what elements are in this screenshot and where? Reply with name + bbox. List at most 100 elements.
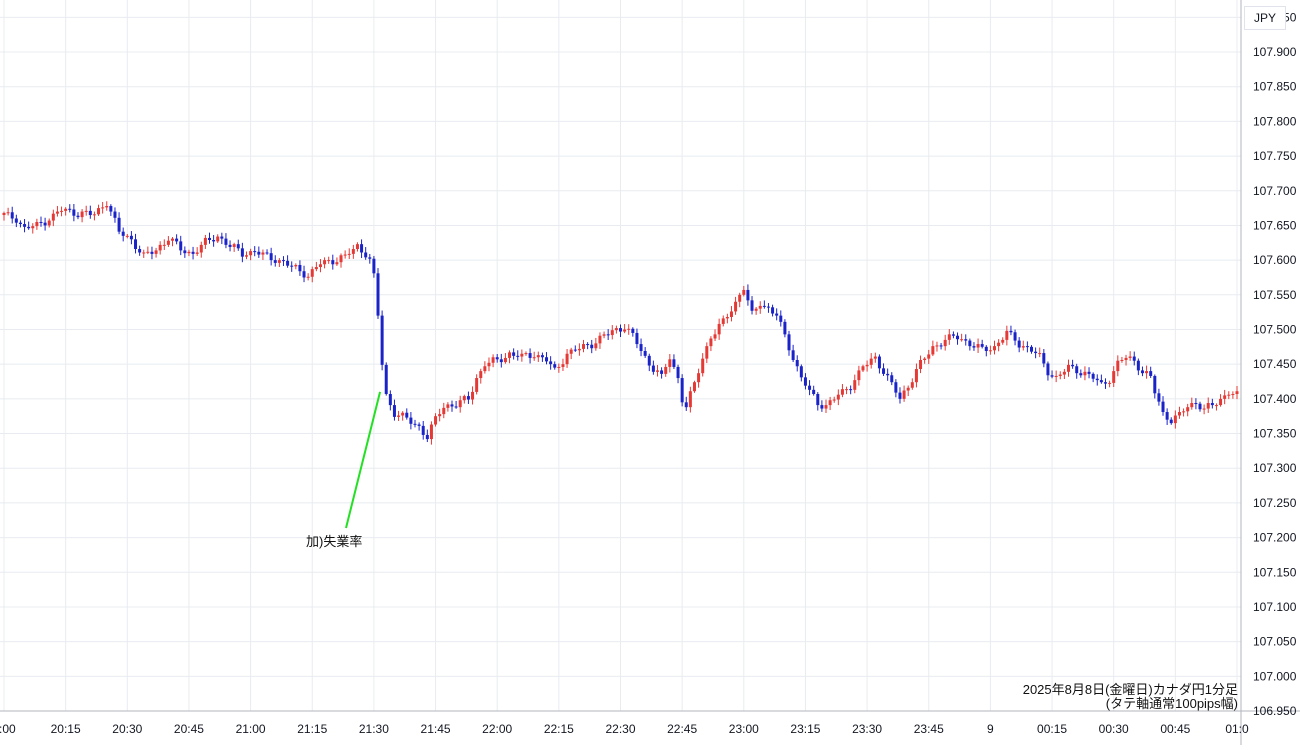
candle-body <box>314 267 318 270</box>
candle-body <box>553 364 557 368</box>
candle-body <box>421 425 425 435</box>
candle-body <box>725 317 729 319</box>
candle-body <box>195 252 199 254</box>
candle-body <box>269 253 273 261</box>
candle-body <box>1157 393 1161 402</box>
candle-body <box>335 262 339 265</box>
x-axis-tick-labels: 0:00 20:15 20:30 20:45 21:00 21:15 21:30 21:45 2… <box>0 722 1249 736</box>
candle-body <box>840 389 844 395</box>
x-tick-label: 22:00 <box>482 722 512 736</box>
candle-body <box>869 358 873 365</box>
candle-body <box>249 251 253 256</box>
candle-body <box>1042 353 1046 364</box>
y-tick-label: 107.000 <box>1253 669 1297 683</box>
candle-body <box>1190 403 1194 408</box>
candle-body <box>64 208 68 211</box>
y-tick-label: 107.450 <box>1253 357 1297 371</box>
candle-body <box>92 214 96 216</box>
candle-body <box>121 231 125 236</box>
candle-body <box>331 260 335 265</box>
candle-body <box>717 323 721 335</box>
candle-body <box>1140 370 1144 374</box>
candlestick-series <box>2 201 1239 445</box>
y-tick-label: 107.800 <box>1253 114 1297 128</box>
candle-body <box>273 260 277 263</box>
candle-body <box>240 248 244 257</box>
candle-body <box>775 313 779 316</box>
candle-body <box>651 365 655 372</box>
candle-body <box>701 358 705 374</box>
candle-body <box>988 350 992 352</box>
candle-body <box>742 289 746 295</box>
candle-body <box>466 396 470 400</box>
candle-body <box>1169 419 1173 424</box>
candle-body <box>1182 411 1186 413</box>
candle-body <box>964 339 968 341</box>
candle-body <box>429 424 433 440</box>
candle-body <box>236 244 240 249</box>
candle-body <box>462 396 466 401</box>
candle-body <box>60 210 64 212</box>
candle-body <box>602 334 606 336</box>
x-tick-label: 22:15 <box>544 722 574 736</box>
candle-body <box>290 265 294 267</box>
candle-body <box>203 237 207 245</box>
candle-body <box>43 222 47 226</box>
candle-body <box>216 236 220 242</box>
candle-body <box>1177 412 1181 416</box>
x-tick-label: 22:45 <box>667 722 697 736</box>
currency-label[interactable]: JPY <box>1244 6 1286 30</box>
candle-body <box>960 339 964 341</box>
candle-body <box>450 404 454 407</box>
candle-body <box>1235 391 1239 394</box>
x-tick-label: 21:45 <box>421 722 451 736</box>
candle-body <box>142 252 146 254</box>
candle-body <box>1099 380 1103 383</box>
candle-body <box>1017 340 1021 348</box>
candle-body <box>179 241 183 251</box>
candle-body <box>577 348 581 351</box>
candle-body <box>392 405 396 417</box>
candle-body <box>1066 364 1070 372</box>
chart-caption-title: 2025年8月8日(金曜日)カナダ円1分足 <box>1022 682 1238 697</box>
candle-body <box>910 382 914 388</box>
candle-body <box>655 370 659 372</box>
candle-body <box>376 273 380 316</box>
candle-body <box>442 407 446 415</box>
x-tick-label: 20:30 <box>112 722 142 736</box>
candle-body <box>281 260 285 262</box>
y-tick-label: 106.950 <box>1253 704 1297 718</box>
candle-body <box>2 212 6 216</box>
x-tick-label: 21:00 <box>236 722 266 736</box>
x-tick-label: 00:30 <box>1099 722 1129 736</box>
candle-body <box>261 252 265 255</box>
candle-body <box>212 240 216 242</box>
candle-body <box>162 244 166 246</box>
candle-body <box>1001 339 1005 343</box>
candle-body <box>138 249 142 253</box>
candle-body <box>545 357 549 362</box>
candle-body <box>606 334 610 336</box>
candle-body <box>76 215 80 218</box>
candle-body <box>820 405 824 409</box>
candle-body <box>1194 403 1198 405</box>
candle-body <box>705 346 709 359</box>
candle-body <box>1173 415 1177 424</box>
candle-body <box>758 305 762 309</box>
candle-body <box>923 358 927 361</box>
candle-body <box>594 343 598 349</box>
candle-body <box>746 289 750 301</box>
candle-body <box>1091 373 1095 379</box>
candle-body <box>508 352 512 358</box>
candle-body <box>306 276 310 278</box>
candle-body <box>902 390 906 399</box>
candle-body <box>343 254 347 256</box>
x-tick-label: 20:45 <box>174 722 204 736</box>
candle-body <box>586 344 590 346</box>
candle-body <box>277 260 281 263</box>
candle-body <box>1132 356 1136 361</box>
candle-body <box>113 211 117 218</box>
x-tick-label: 23:00 <box>729 722 759 736</box>
